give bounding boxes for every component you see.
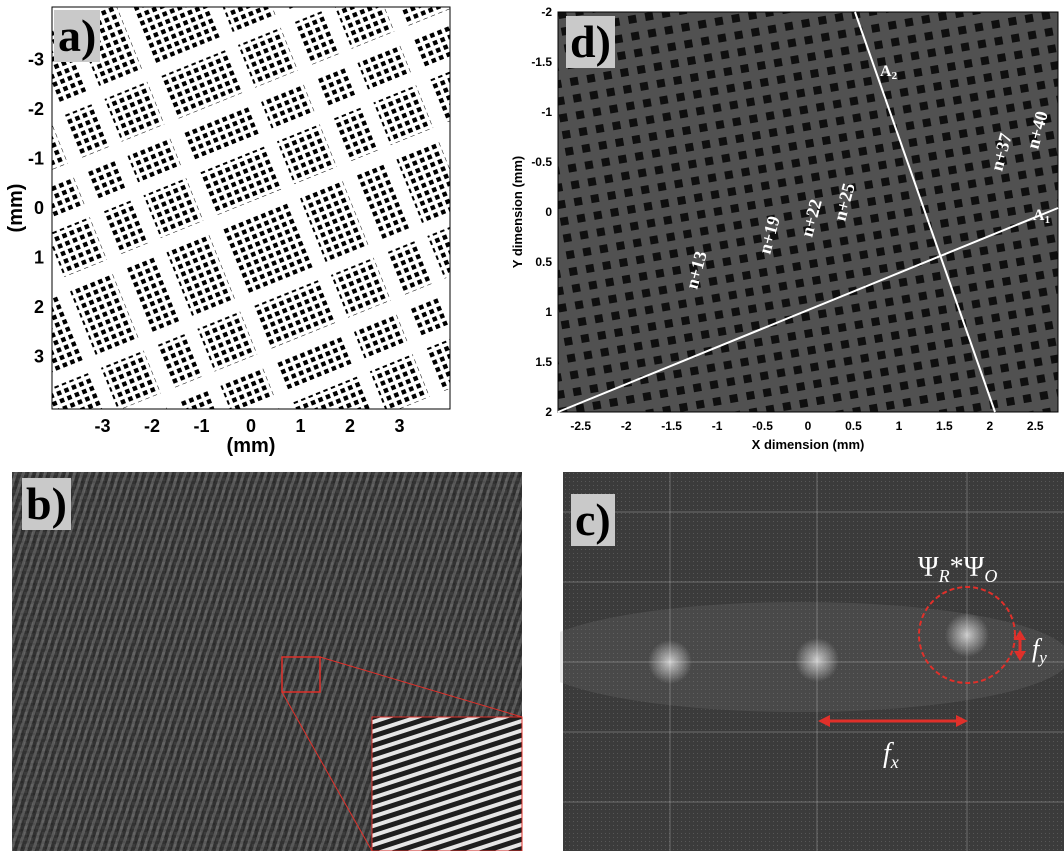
panel-d-x-tick: -1.5 xyxy=(661,419,682,433)
panel-a-y-tick: -1 xyxy=(28,149,44,169)
panel-d-y-tick: 0.5 xyxy=(535,255,552,269)
panel-a-x-tick: 2 xyxy=(345,416,355,436)
panel-d-x-tick: 1 xyxy=(896,419,903,433)
panel-d-x-tick: 0 xyxy=(805,419,812,433)
panel-d-x-tick: -2 xyxy=(621,419,632,433)
panel-d-y-tick: -0.5 xyxy=(531,155,552,169)
panel-d-y-label: Y dimension (mm) xyxy=(510,156,525,268)
panel-d-y-tick: 1 xyxy=(545,305,552,319)
panel-a-y-tick: 2 xyxy=(34,297,44,317)
panel-a-y-tick: -3 xyxy=(28,50,44,70)
panel-a-x-tick: -2 xyxy=(144,416,160,436)
panel-a-x-tick: -3 xyxy=(94,416,110,436)
panel-a-y-tick: 3 xyxy=(34,347,44,367)
panel-d-x-tick: 2.5 xyxy=(1027,419,1044,433)
panel-d-x-tick: 1.5 xyxy=(936,419,953,433)
panel-a-y-tick: -2 xyxy=(28,99,44,119)
panel-d-y-tick: -1.5 xyxy=(531,55,552,69)
panel-b-figure xyxy=(0,472,525,851)
panel-a-x-tick: 3 xyxy=(394,416,404,436)
panel-d-y-tick: -1 xyxy=(541,105,552,119)
panel-a-x-unit: (mm) xyxy=(227,435,276,457)
panel-c-label: c) xyxy=(571,494,615,546)
panel-a-x-tick: -1 xyxy=(193,416,209,436)
panel-a-x-tick: 0 xyxy=(246,416,256,436)
panel-a-y-unit: (mm) xyxy=(5,184,27,233)
panel-d-x-tick: 2 xyxy=(986,419,993,433)
spectrum-peak-left xyxy=(648,640,692,684)
panel-d-x-tick: -1 xyxy=(712,419,723,433)
panel-a: -3 -2 -1 0 1 2 3 -3 -2 -1 0 1 2 3 (mm) (mm) a) xyxy=(0,0,460,470)
spectrum-peak-center xyxy=(795,638,839,682)
panel-d-label: d) xyxy=(566,16,615,68)
zoom-inset xyxy=(372,717,522,851)
panel-d-y-tick: 1.5 xyxy=(535,355,552,369)
panel-a-figure: -3 -2 -1 0 1 2 3 -3 -2 -1 0 1 2 3 (mm) (mm) xyxy=(0,0,460,470)
panel-d-x-label: X dimension (mm) xyxy=(752,437,865,452)
panel-d-y-tick: 2 xyxy=(545,405,552,419)
panel-c: ΨR*ΨO fx fy c) xyxy=(560,472,1064,851)
panel-d-x-tick: 0.5 xyxy=(845,419,862,433)
panel-d-y-tick: 0 xyxy=(545,205,552,219)
panel-a-y-tick: 0 xyxy=(34,198,44,218)
panel-d-y-tick: -2 xyxy=(541,5,552,19)
spectrum-peak-right xyxy=(945,613,989,657)
panel-a-label: a) xyxy=(54,10,100,62)
panel-d-x-tick: -0.5 xyxy=(752,419,773,433)
panel-b: b) xyxy=(0,472,525,851)
panel-d-x-tick: -2.5 xyxy=(570,419,591,433)
panel-a-y-tick: 1 xyxy=(34,248,44,268)
panel-a-x-tick: 1 xyxy=(295,416,305,436)
panel-b-label: b) xyxy=(22,478,71,530)
panel-c-figure: ΨR*ΨO fx fy xyxy=(560,472,1064,851)
